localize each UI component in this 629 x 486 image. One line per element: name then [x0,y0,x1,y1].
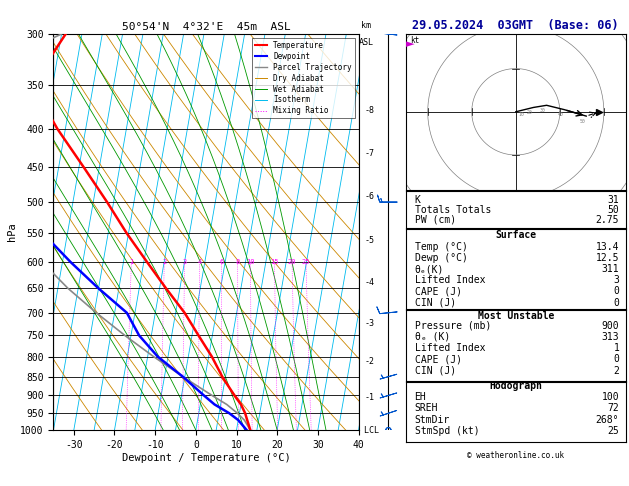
Text: © weatheronline.co.uk: © weatheronline.co.uk [467,451,564,460]
Text: Pressure (mb): Pressure (mb) [415,321,491,330]
Text: 2: 2 [613,365,619,376]
Text: 0: 0 [613,354,619,364]
Text: -1: -1 [365,393,375,402]
Text: 50: 50 [608,205,619,215]
Text: ASL: ASL [359,38,374,47]
Text: 1: 1 [129,259,133,265]
Text: 1: 1 [613,343,619,353]
Text: 8: 8 [235,259,240,265]
Text: 311: 311 [601,264,619,274]
Text: 25: 25 [608,426,619,436]
Text: StmSpd (kt): StmSpd (kt) [415,426,479,436]
Text: 10: 10 [518,112,524,117]
Text: θₑ (K): θₑ (K) [415,332,450,342]
Text: 30: 30 [540,108,546,113]
Text: 2: 2 [162,259,167,265]
Text: 0: 0 [613,286,619,296]
Y-axis label: hPa: hPa [8,223,18,242]
Text: CIN (J): CIN (J) [415,365,455,376]
Text: ►: ► [406,39,415,49]
Text: 15: 15 [270,259,279,265]
Text: -6: -6 [365,192,375,201]
Text: -7: -7 [365,150,375,158]
Text: 268°: 268° [596,415,619,425]
Text: 31: 31 [608,194,619,205]
Text: 25: 25 [302,259,310,265]
Text: 6: 6 [220,259,224,265]
Text: StmDir: StmDir [415,415,450,425]
Text: 20: 20 [527,110,533,115]
Text: 3: 3 [613,275,619,285]
Text: -4: -4 [365,278,375,287]
Text: 72: 72 [608,403,619,413]
Text: PW (cm): PW (cm) [415,215,455,225]
Text: Lifted Index: Lifted Index [415,275,485,285]
Text: 313: 313 [601,332,619,342]
Text: km: km [362,21,371,30]
Text: kt: kt [410,35,420,45]
Text: CIN (J): CIN (J) [415,298,455,308]
Text: 2.75: 2.75 [596,215,619,225]
Text: 10: 10 [246,259,255,265]
Text: K: K [415,194,420,205]
Text: LCL: LCL [359,426,379,434]
Text: EH: EH [415,392,426,402]
Legend: Temperature, Dewpoint, Parcel Trajectory, Dry Adiabat, Wet Adiabat, Isotherm, Mi: Temperature, Dewpoint, Parcel Trajectory… [252,38,355,119]
Text: Mixing Ratio (g/kg): Mixing Ratio (g/kg) [415,237,424,339]
Text: Most Unstable: Most Unstable [477,311,554,321]
Text: Dewp (°C): Dewp (°C) [415,253,467,263]
Text: Lifted Index: Lifted Index [415,343,485,353]
Text: 3: 3 [182,259,187,265]
Text: 13.4: 13.4 [596,242,619,252]
Text: CAPE (J): CAPE (J) [415,354,462,364]
Text: 100: 100 [601,392,619,402]
Text: Temp (°C): Temp (°C) [415,242,467,252]
Text: 40: 40 [557,112,564,117]
Text: 4: 4 [198,259,202,265]
Text: -8: -8 [365,105,375,115]
Text: 0: 0 [613,298,619,308]
Text: -3: -3 [365,319,375,329]
Text: Surface: Surface [495,230,537,240]
Text: Hodograph: Hodograph [489,382,542,391]
Text: Totals Totals: Totals Totals [415,205,491,215]
Text: -5: -5 [365,236,375,245]
Text: SREH: SREH [415,403,438,413]
Text: 20: 20 [288,259,296,265]
X-axis label: Dewpoint / Temperature (°C): Dewpoint / Temperature (°C) [121,452,291,463]
Text: -2: -2 [365,357,375,366]
Text: 900: 900 [601,321,619,330]
Text: 12.5: 12.5 [596,253,619,263]
Text: CAPE (J): CAPE (J) [415,286,462,296]
Text: 29.05.2024  03GMT  (Base: 06): 29.05.2024 03GMT (Base: 06) [413,18,619,32]
Text: θₑ(K): θₑ(K) [415,264,444,274]
Text: 50: 50 [580,119,586,123]
Text: 50°54'N  4°32'E  45m  ASL: 50°54'N 4°32'E 45m ASL [121,21,291,32]
